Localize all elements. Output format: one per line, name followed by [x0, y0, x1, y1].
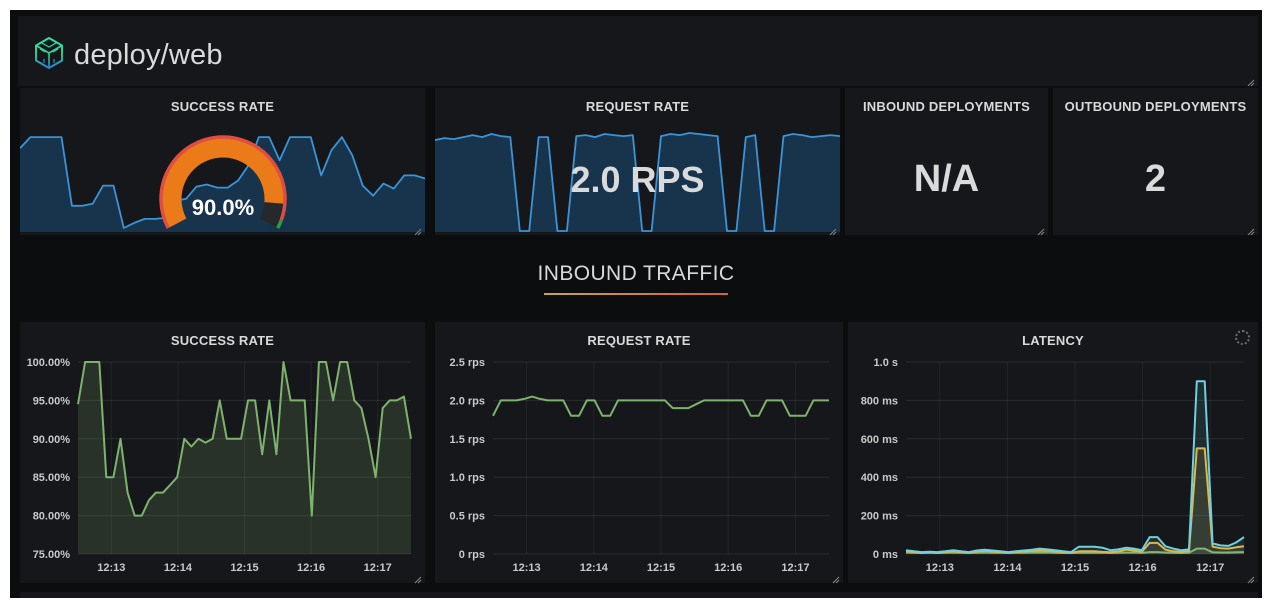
success-rate-sparkline-chart[interactable]	[20, 128, 425, 232]
svg-text:12:15: 12:15	[230, 562, 258, 574]
outbound-deployments-value: 2	[1144, 158, 1167, 200]
inbound-deployments-stat-panel: INBOUND DEPLOYMENTS N/A	[845, 88, 1048, 236]
panel-title-request-rate-graph[interactable]: REQUEST RATE	[587, 333, 691, 348]
resize-handle-icon[interactable]	[1035, 223, 1045, 236]
svg-text:95.00%: 95.00%	[33, 395, 71, 407]
svg-text:2.5 rps: 2.5 rps	[450, 357, 485, 369]
svg-text:12:15: 12:15	[1061, 562, 1089, 574]
request-rate-value: 2.0 RPS	[570, 158, 705, 200]
svg-text:85.00%: 85.00%	[33, 472, 71, 484]
svg-text:12:13: 12:13	[97, 562, 125, 574]
svg-text:600 ms: 600 ms	[861, 434, 898, 446]
svg-text:0.5 rps: 0.5 rps	[450, 511, 485, 523]
svg-text:80.00%: 80.00%	[33, 511, 71, 523]
svg-text:12:13: 12:13	[513, 562, 541, 574]
svg-text:12:16: 12:16	[297, 562, 325, 574]
deploy-cube-logo-icon	[32, 36, 66, 75]
panel-title-latency-graph[interactable]: LATENCY	[1022, 333, 1084, 348]
inbound-traffic-section-header: INBOUND TRAFFIC	[10, 262, 1262, 295]
resize-handle-icon[interactable]	[1245, 571, 1255, 584]
resize-handle-icon[interactable]	[1245, 223, 1255, 236]
success-rate-stat-panel: SUCCESS RATE 90.0%	[20, 88, 425, 236]
success-rate-graph-panel: SUCCESS RATE 100.00% 95.00% 90.00% 85.00% 80…	[20, 322, 425, 584]
request-rate-timeseries-chart[interactable]: 2.5 rps 2.0 rps 1.5 rps 1.0 rps 0.5 rps 0 rps…	[435, 350, 843, 583]
svg-text:800 ms: 800 ms	[861, 395, 898, 407]
svg-text:12:14: 12:14	[993, 562, 1022, 574]
resize-handle-icon[interactable]	[827, 223, 837, 236]
success-rate-timeseries-chart[interactable]: 100.00% 95.00% 90.00% 85.00% 80.00% 75.00% 12:…	[20, 350, 425, 583]
next-row-panel-edge	[20, 592, 1258, 598]
request-rate-graph-panel: REQUEST RATE 2.5 rps 2.0 rps 1.5 rps 1.0 rp…	[435, 322, 843, 584]
svg-text:12:13: 12:13	[926, 562, 954, 574]
svg-text:200 ms: 200 ms	[861, 511, 898, 523]
resize-handle-icon[interactable]	[1245, 74, 1255, 87]
svg-text:75.00%: 75.00%	[33, 549, 71, 561]
outbound-deployments-stat-panel: OUTBOUND DEPLOYMENTS 2	[1053, 88, 1258, 236]
svg-text:12:17: 12:17	[1196, 562, 1224, 574]
section-underline	[544, 293, 728, 295]
resize-handle-icon[interactable]	[412, 223, 422, 236]
inbound-deployments-value: N/A	[913, 158, 980, 200]
svg-text:12:14: 12:14	[580, 562, 609, 574]
request-rate-stat-panel: REQUEST RATE 2.0 RPS	[435, 88, 840, 236]
panel-title-success-rate[interactable]: SUCCESS RATE	[170, 99, 275, 114]
panel-title-request-rate[interactable]: REQUEST RATE	[585, 99, 690, 114]
svg-text:12:15: 12:15	[647, 562, 675, 574]
dashboard-background: deploy/web SUCCESS RATE 90.0% REQUEST RA…	[10, 10, 1262, 598]
panel-title-inbound-deployments[interactable]: INBOUND DEPLOYMENTS	[862, 99, 1031, 114]
latency-timeseries-chart[interactable]: 1.0 s 800 ms 600 ms 400 ms 200 ms 0 ms 12:13 12…	[848, 350, 1258, 583]
svg-text:12:17: 12:17	[364, 562, 392, 574]
svg-text:12:17: 12:17	[781, 562, 809, 574]
svg-text:90.0%: 90.0%	[191, 195, 253, 220]
section-title: INBOUND TRAFFIC	[537, 262, 735, 285]
request-rate-sparkline-chart[interactable]	[435, 128, 840, 232]
dashboard-title: deploy/web	[74, 39, 223, 71]
resize-handle-icon[interactable]	[830, 571, 840, 584]
latency-graph-panel: LATENCY 1.0 s 800 ms 600 ms 400 ms 200 ms 0 m…	[848, 322, 1258, 584]
svg-text:1.5 rps: 1.5 rps	[450, 434, 485, 446]
svg-text:12:14: 12:14	[164, 562, 193, 574]
svg-text:0 ms: 0 ms	[873, 549, 898, 561]
panel-title-outbound-deployments[interactable]: OUTBOUND DEPLOYMENTS	[1064, 99, 1247, 114]
svg-text:1.0 rps: 1.0 rps	[450, 472, 485, 484]
svg-text:1.0 s: 1.0 s	[874, 357, 898, 369]
loading-spinner-icon	[1235, 330, 1250, 345]
svg-text:12:16: 12:16	[714, 562, 742, 574]
panel-title-success-rate-graph[interactable]: SUCCESS RATE	[170, 333, 275, 348]
svg-text:2.0 rps: 2.0 rps	[450, 395, 485, 407]
header-panel: deploy/web	[18, 16, 1258, 87]
success-rate-gauge[interactable]: 90.0%	[138, 128, 308, 232]
resize-handle-icon[interactable]	[412, 571, 422, 584]
svg-text:0 rps: 0 rps	[459, 549, 485, 561]
svg-text:90.00%: 90.00%	[33, 434, 71, 446]
svg-text:100.00%: 100.00%	[27, 357, 71, 369]
svg-text:400 ms: 400 ms	[861, 472, 898, 484]
svg-text:12:16: 12:16	[1129, 562, 1157, 574]
